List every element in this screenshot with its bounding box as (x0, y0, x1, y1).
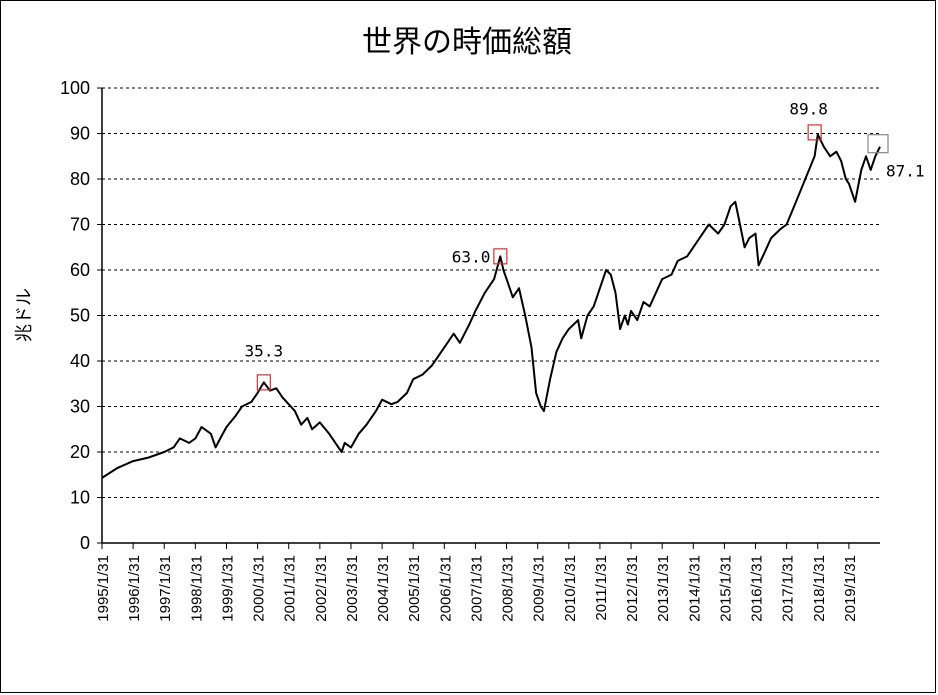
y-axis-label: 兆ドル (14, 288, 35, 342)
annotation-label: 89.8 (789, 99, 828, 118)
x-tick-label: 1997/1/31 (157, 555, 174, 622)
x-tick-label: 2013/1/31 (655, 555, 672, 622)
annotation-box (256, 374, 271, 391)
y-tick-label: 90 (70, 124, 90, 144)
x-tick-label: 2004/1/31 (375, 555, 392, 622)
y-tick-label: 70 (70, 215, 90, 235)
y-tick-label: 0 (80, 533, 90, 553)
y-tick-label: 10 (70, 488, 90, 508)
x-tick-label: 2016/1/31 (749, 555, 766, 622)
y-axis-ticks: 0 10 20 30 40 50 60 70 80 90 100 (60, 78, 102, 553)
y-tick-label: 80 (70, 169, 90, 189)
x-tick-label: 2012/1/31 (624, 555, 641, 622)
y-tick-label: 30 (70, 397, 90, 417)
y-tick-label: 50 (70, 306, 90, 326)
x-tick-label: 2005/1/31 (406, 555, 423, 622)
annotation-label: 87.1 (886, 162, 925, 181)
x-tick-label: 2018/1/31 (811, 555, 828, 622)
y-tick-label: 100 (60, 78, 90, 98)
x-tick-label: 2008/1/31 (500, 555, 517, 622)
x-tick-label: 2007/1/31 (468, 555, 485, 622)
x-tick-label: 2009/1/31 (531, 555, 548, 622)
x-tick-label: 1998/1/31 (188, 555, 205, 622)
annotation-box (807, 124, 822, 141)
x-tick-label: 1999/1/31 (219, 555, 236, 622)
x-tick-label: 2006/1/31 (437, 555, 454, 622)
annotation-label: 35.3 (245, 341, 284, 360)
x-tick-label: 2001/1/31 (282, 555, 299, 622)
y-tick-label: 20 (70, 442, 90, 462)
annotation-box (493, 248, 508, 265)
x-tick-label: 1995/1/31 (95, 555, 112, 622)
series-layer (101, 133, 881, 479)
annotation-box (867, 134, 889, 154)
y-tick-label: 40 (70, 351, 90, 371)
x-axis-ticks: 1995/1/31 1996/1/31 1997/1/31 1998/1/31 1999… (95, 543, 859, 622)
series-line (101, 133, 881, 479)
y-tick-label: 60 (70, 260, 90, 280)
x-tick-label: 2010/1/31 (562, 555, 579, 622)
annotation-label: 63.0 (452, 247, 491, 266)
x-tick-label: 2003/1/31 (344, 555, 361, 622)
x-tick-label: 2002/1/31 (313, 555, 330, 622)
x-tick-label: 1996/1/31 (126, 555, 143, 622)
x-tick-label: 2000/1/31 (251, 555, 268, 622)
gridlines (102, 87, 880, 498)
chart-title: 世界の時価総額 (362, 25, 572, 60)
x-tick-label: 2015/1/31 (717, 555, 734, 622)
x-tick-label: 2017/1/31 (780, 555, 797, 622)
x-tick-label: 2014/1/31 (686, 555, 703, 622)
x-tick-label: 2019/1/31 (842, 555, 859, 622)
annotations: 35.3 63.0 89.8 87.1 (245, 99, 925, 391)
x-tick-label: 2011/1/31 (593, 555, 610, 621)
